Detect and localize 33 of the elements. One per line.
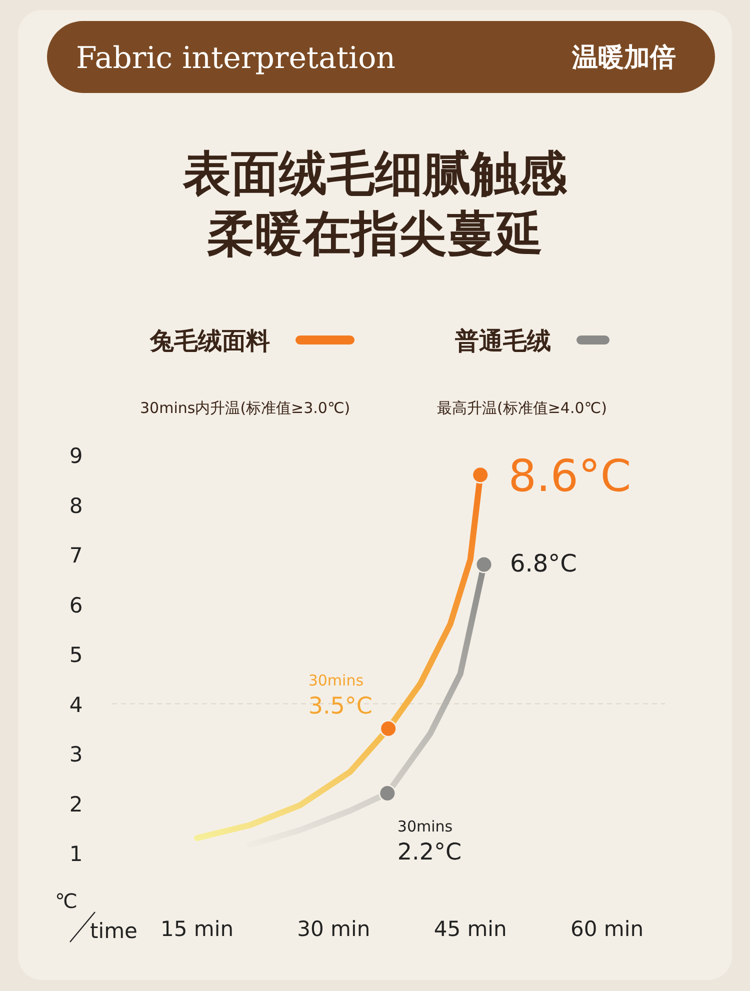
text: 温暖加倍 — [571, 43, 676, 73]
point — [475, 556, 493, 574]
text: 30mins内升温(标准值≥3.0℃) — [140, 399, 350, 417]
point — [378, 784, 396, 802]
x-tick-label: 30 min — [297, 917, 370, 941]
chart-subtitle: 柔暖在指尖蔓延 — [207, 206, 543, 262]
point — [380, 720, 398, 738]
chart-title: 表面绒毛细腻触感 — [182, 146, 568, 202]
y-tick-label: 9 — [69, 444, 83, 468]
data-label: 8.6°C — [508, 450, 632, 502]
annotation: 30mins — [308, 672, 364, 690]
x-axis-title: time — [90, 919, 138, 943]
y-tick-label: 7 — [69, 544, 83, 568]
y-tick-label: 5 — [69, 643, 83, 667]
y-tick-label: 8 — [69, 494, 83, 518]
x-tick-label: 15 min — [160, 917, 234, 941]
y-tick-label: 6 — [69, 593, 83, 618]
legend-label: 兔毛绒面料 — [149, 327, 270, 355]
y-tick-label: 4 — [69, 692, 83, 717]
data-label: 2.2°C — [397, 839, 462, 866]
data-label: 6.8°C — [510, 549, 577, 578]
y-axis-title: ℃ — [55, 889, 78, 913]
text: Fabric interpretation — [76, 41, 396, 76]
y-tick-label: 1 — [69, 842, 83, 866]
point — [472, 466, 490, 484]
text: 最高升温(标准值≥4.0℃) — [437, 399, 607, 417]
annotation: 30mins — [397, 817, 453, 836]
x-tick-label: 60 min — [570, 917, 644, 941]
y-tick-label: 3 — [69, 742, 83, 766]
y-tick-label: 2 — [69, 792, 83, 816]
legend-label: 普通毛绒 — [454, 327, 551, 355]
data-label: 3.5°C — [308, 694, 372, 720]
x-tick-label: 45 min — [434, 917, 507, 941]
